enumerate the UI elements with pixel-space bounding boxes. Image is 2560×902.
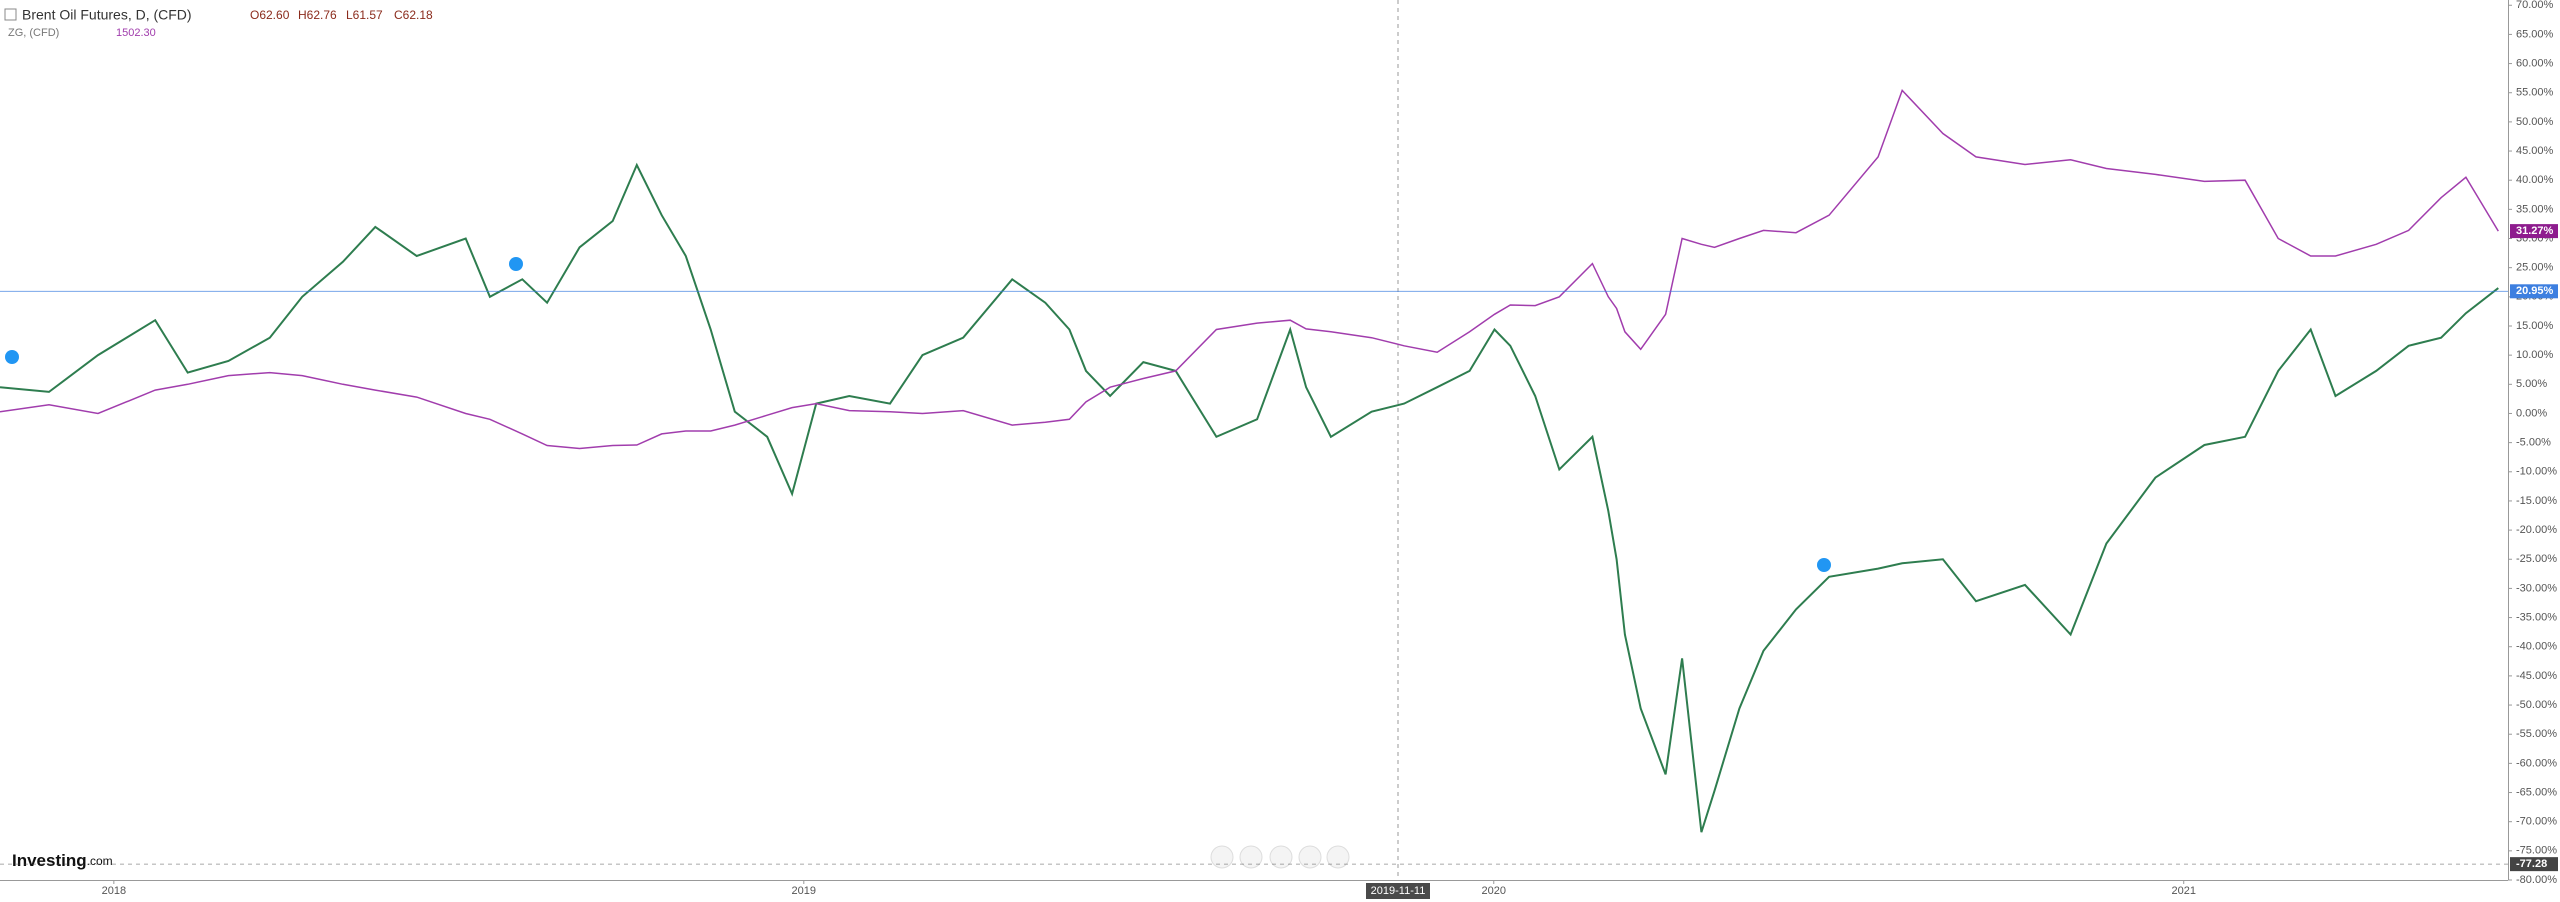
collapse-icon[interactable] [4,8,17,21]
series-line [0,162,2499,833]
x-tick-label: 2019 [792,885,816,897]
logo: Investing.com [12,851,113,870]
y-tick-label: -60.00% [2516,757,2557,769]
nav-button[interactable] [1269,845,1293,869]
marker-box [2510,284,2558,299]
x-tick-label: 2021 [2171,885,2195,897]
series-line [0,89,2499,450]
crosshair-box [1366,883,1430,899]
y-tick-label: -25.00% [2516,553,2557,565]
nav-buttons [1210,845,1350,869]
event-icon[interactable] [5,350,19,364]
y-tick-label: -30.00% [2516,582,2557,594]
nav-button[interactable] [1326,845,1350,869]
marker-box [2510,224,2558,239]
y-tick-label: -20.00% [2516,524,2557,536]
y-tick-label: -75.00% [2516,845,2557,857]
x-tick-label: 2020 [1482,885,1506,897]
y-tick-label: 65.00% [2516,28,2554,40]
y-tick-label: 45.00% [2516,145,2554,157]
header-value: 1502.30 [116,27,156,39]
y-tick-label: -10.00% [2516,466,2557,478]
y-tick-label: -40.00% [2516,641,2557,653]
header-value: H62.76 [298,8,337,22]
y-tick-label: 15.00% [2516,320,2554,332]
logo-main: Investing [12,851,87,870]
y-tick-label: 40.00% [2516,174,2554,186]
y-tick-label: 50.00% [2516,116,2554,128]
y-tick-label: 0.00% [2516,407,2547,419]
logo-suffix: .com [87,854,113,868]
y-tick-label: -45.00% [2516,670,2557,682]
y-tick-label: -80.00% [2516,874,2557,886]
marker-label: -77.28 [2516,858,2547,870]
nav-button[interactable] [1210,845,1234,869]
series-title: Brent Oil Futures, D, (CFD) [22,7,192,23]
y-tick-label: -15.00% [2516,495,2557,507]
crosshair-label: 2019-11-11 [1371,885,1426,897]
y-tick-label: -5.00% [2516,437,2551,449]
y-tick-label: 70.00% [2516,0,2554,11]
y-tick-label: -35.00% [2516,611,2557,623]
marker-box [2510,857,2558,872]
series-title: ZG, (CFD) [8,27,59,39]
y-tick-label: 10.00% [2516,349,2554,361]
y-tick-label: -70.00% [2516,816,2557,828]
event-icons [5,257,1831,572]
header-value: O62.60 [250,8,290,22]
event-icon[interactable] [509,257,523,271]
nav-button[interactable] [1298,845,1322,869]
y-tick-label: -50.00% [2516,699,2557,711]
y-tick-label: 35.00% [2516,203,2554,215]
header-value: C62.18 [394,8,433,22]
y-tick-label: 60.00% [2516,57,2554,69]
y-tick-label: 25.00% [2516,262,2554,274]
y-tick-label: 5.00% [2516,378,2547,390]
y-tick-label: -55.00% [2516,728,2557,740]
y-tick-label: 55.00% [2516,87,2554,99]
nav-button[interactable] [1239,845,1263,869]
marker-label: 20.95% [2516,285,2554,297]
x-tick-label: 2018 [102,885,126,897]
y-tick-label: -65.00% [2516,786,2557,798]
marker-label: 31.27% [2516,225,2554,237]
header-value: L61.57 [346,8,383,22]
event-icon[interactable] [1817,558,1831,572]
